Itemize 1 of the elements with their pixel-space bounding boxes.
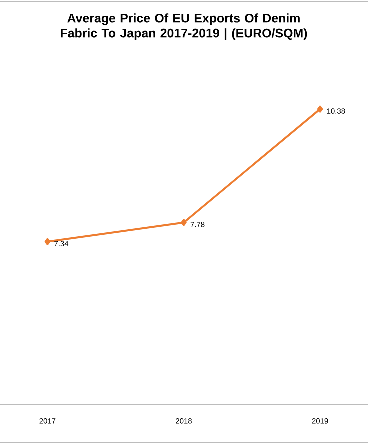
chart-title: Average Price Of EU Exports Of Denim Fabric To Japan 2017-2019 | (EURO/SQM) (61, 14, 308, 40)
